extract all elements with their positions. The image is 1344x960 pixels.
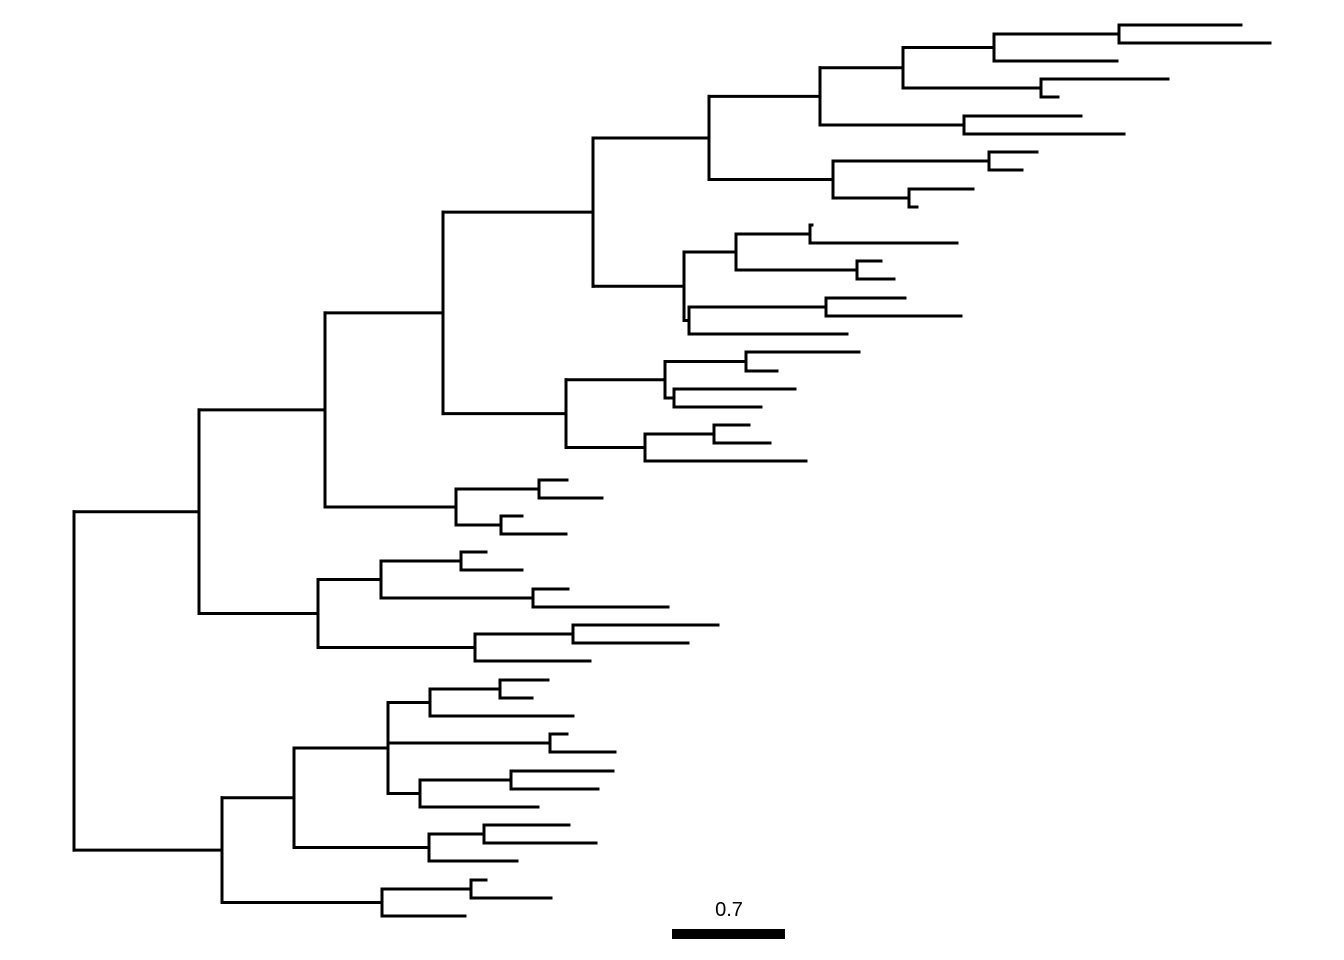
scale-bar-line [672,929,785,939]
scale-bar: 0.7 [672,899,785,939]
tree-branches [72,23,1272,918]
scale-bar-label: 0.7 [715,899,743,921]
